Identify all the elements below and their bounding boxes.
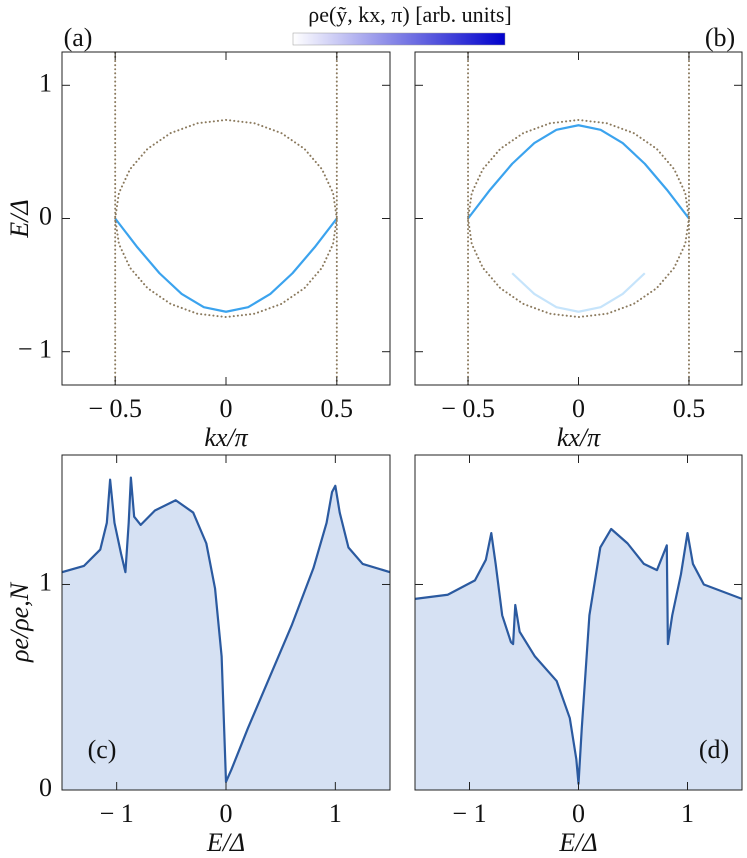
x-tick-label: − 0.5 — [441, 394, 495, 423]
plot-area — [114, 52, 338, 385]
y-tick-label: 1 — [39, 567, 52, 596]
curve — [114, 217, 338, 313]
panel-label: (a) — [64, 23, 93, 52]
y-tick-label: − 1 — [18, 335, 52, 364]
colorbar — [292, 32, 506, 46]
x-tick-label: 0 — [220, 394, 233, 423]
curve — [62, 476, 390, 783]
y-axis-label: E/Δ — [5, 199, 34, 238]
x-axis-label: kx/π — [557, 423, 601, 452]
x-tick-label: 0 — [572, 799, 585, 828]
x-axis-label: E/Δ — [206, 828, 245, 857]
y-tick-label: 0 — [39, 773, 52, 802]
x-tick-label: 1 — [681, 799, 694, 828]
x-tick-label: 0.5 — [673, 394, 706, 423]
area-fill — [62, 477, 390, 790]
x-tick-label: 1 — [329, 799, 342, 828]
curve — [511, 272, 646, 313]
x-tick-label: − 1 — [100, 799, 134, 828]
x-tick-label: − 1 — [452, 799, 486, 828]
curve — [415, 527, 742, 785]
panel-label: (c) — [88, 735, 117, 764]
x-tick-label: 0 — [572, 394, 585, 423]
plot-area — [467, 52, 690, 385]
x-tick-label: − 0.5 — [88, 394, 142, 423]
y-tick-label: 0 — [39, 201, 52, 230]
plot-area — [415, 527, 742, 790]
frame — [414, 51, 743, 386]
y-axis-label: ρe/ρe,N — [5, 581, 34, 663]
area-fill — [415, 528, 742, 790]
colorbar-label: ρe(ỹ, kx, π) [arb. units] — [308, 2, 512, 27]
frame — [61, 51, 391, 386]
plot-area — [62, 476, 390, 790]
x-tick-label: 0.5 — [321, 394, 354, 423]
y-tick-label: 1 — [39, 68, 52, 97]
guide-line — [114, 118, 338, 319]
x-axis-label: kx/π — [204, 423, 248, 452]
panel-label: (b) — [705, 23, 735, 52]
panel-label: (d) — [699, 735, 729, 764]
curve — [467, 124, 690, 220]
x-axis-label: E/Δ — [558, 828, 597, 857]
x-tick-label: 0 — [220, 799, 233, 828]
guide-line — [467, 118, 690, 319]
